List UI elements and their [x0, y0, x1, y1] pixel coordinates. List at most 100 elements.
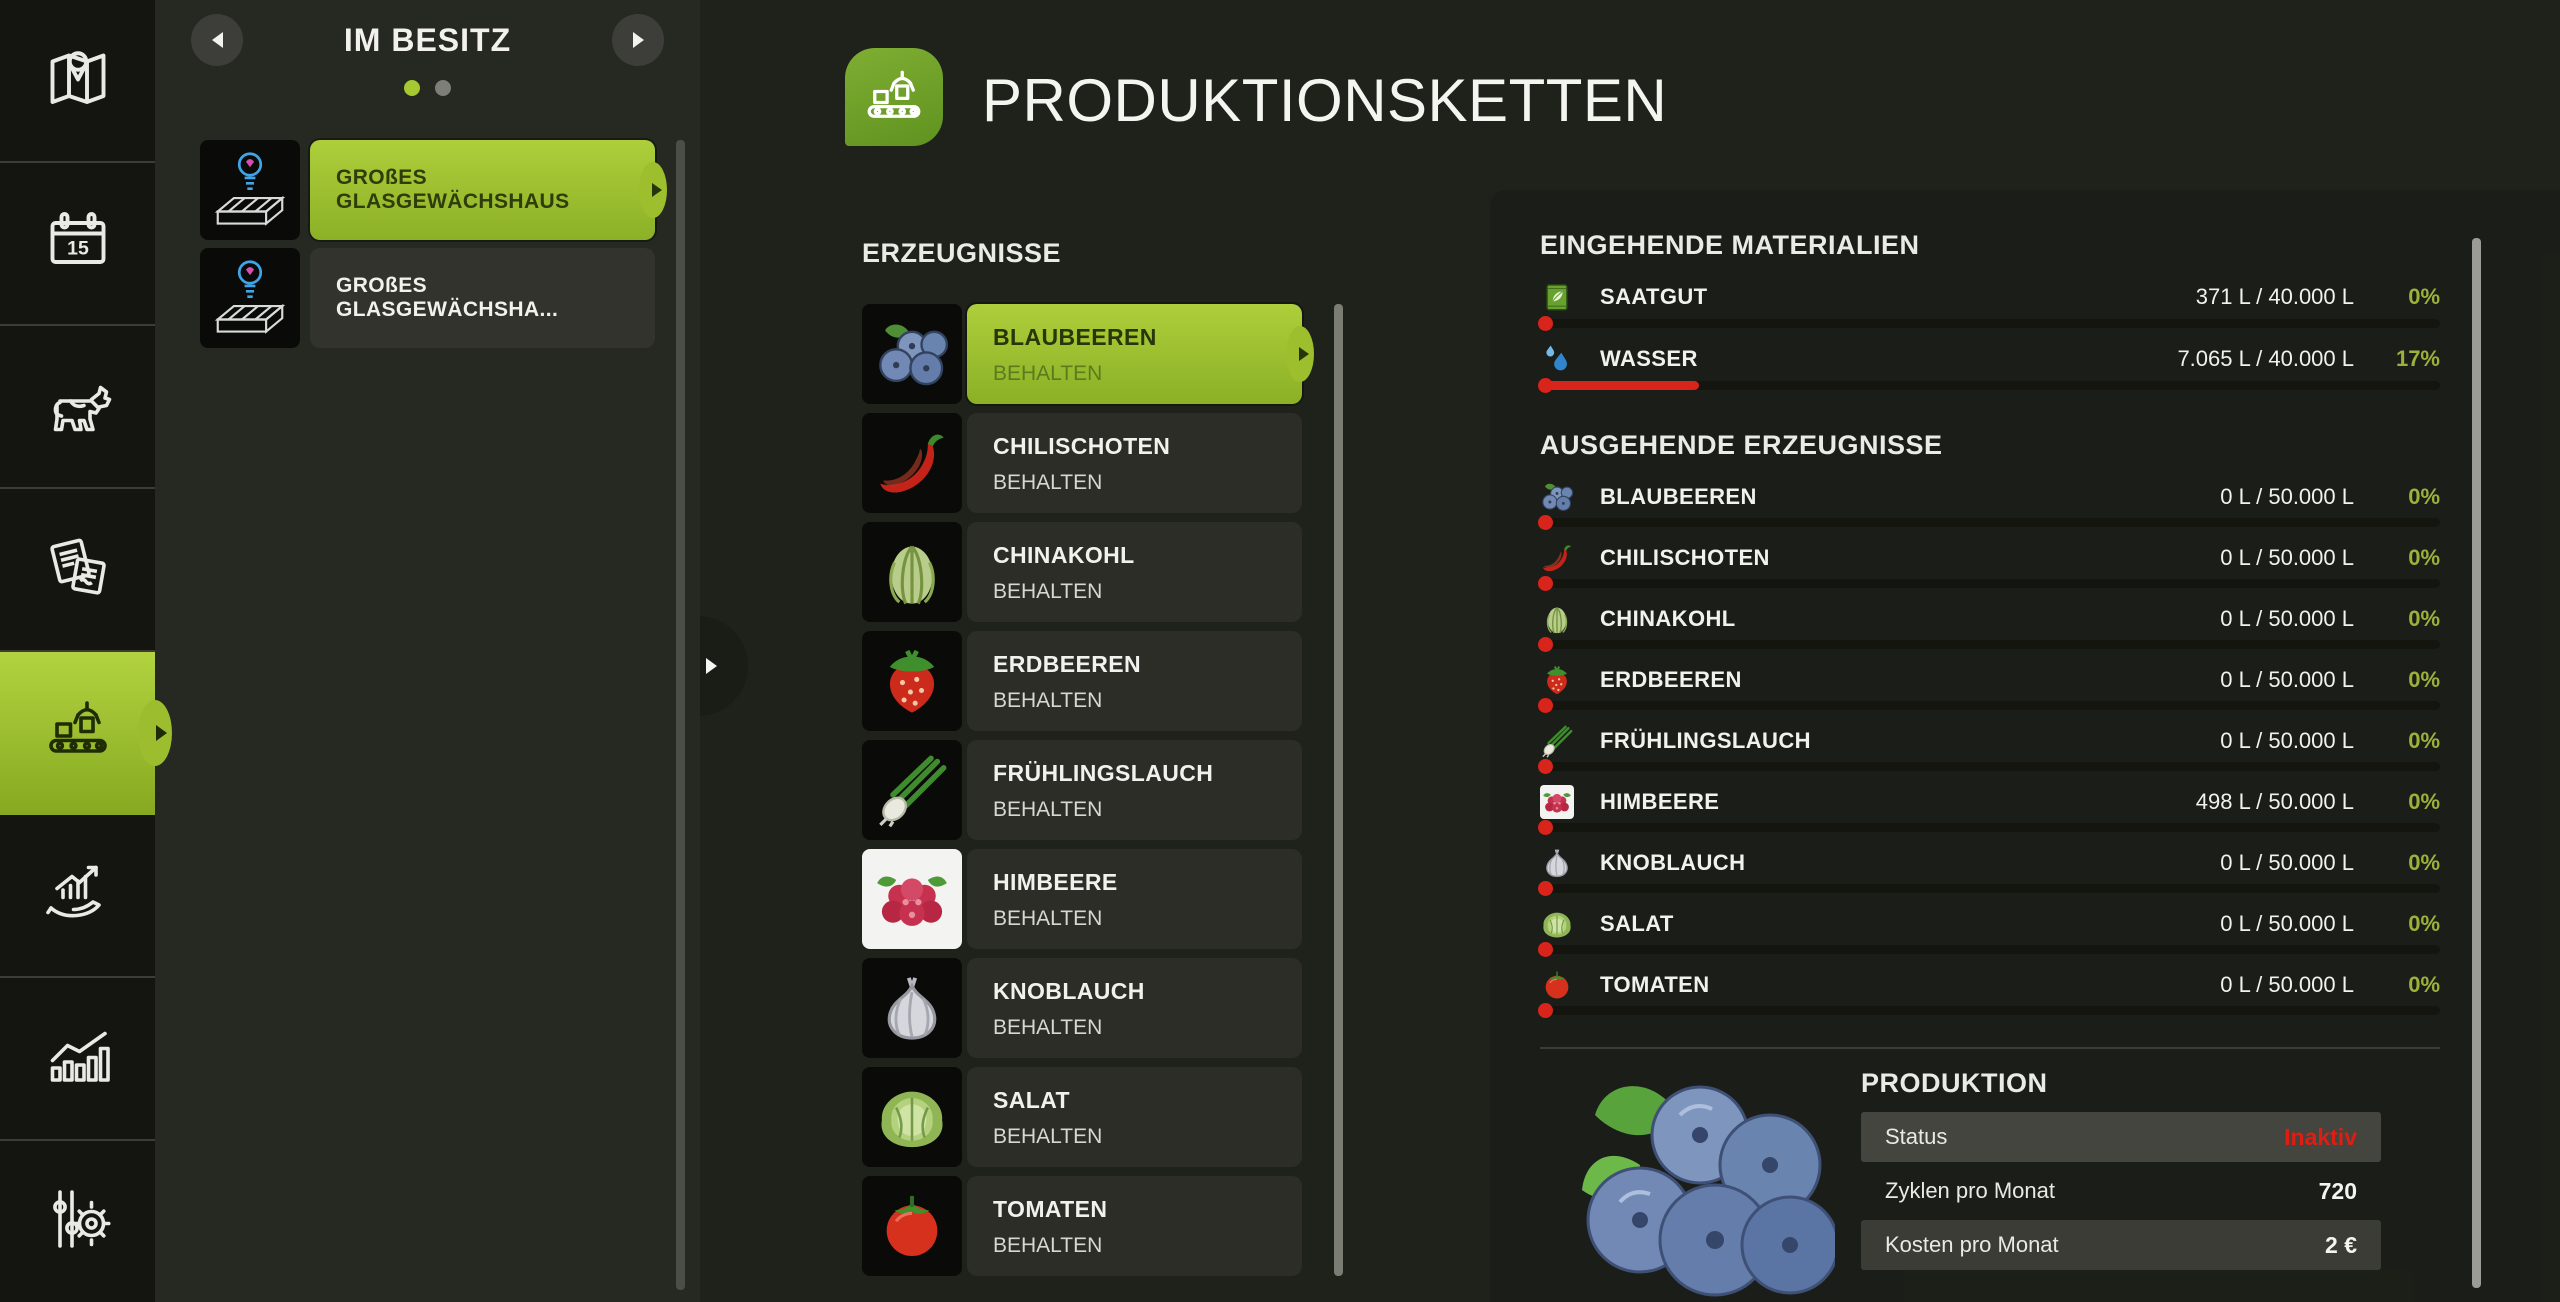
calendar-icon: [42, 205, 114, 282]
product-item-tomaten[interactable]: TOMATEN BEHALTEN: [862, 1176, 1302, 1276]
product-item-salat[interactable]: SALAT BEHALTEN: [862, 1067, 1302, 1167]
output-amount: 0 L / 50.000 L: [2220, 667, 2354, 692]
output-row-chinakohl: CHINAKOHL 0 L / 50.000 L 0%: [1538, 596, 2440, 657]
table-row-status: Status Inaktiv: [1861, 1112, 2381, 1162]
product-status: BEHALTEN: [993, 907, 1103, 930]
production-section-title: PRODUKTION: [1861, 1068, 2048, 1098]
blueberries-product-image: [1580, 1070, 1835, 1300]
product-item-fruehlingslauch[interactable]: FRÜHLINGSLAUCH BEHALTEN: [862, 740, 1302, 840]
output-percent: 0%: [2408, 911, 2440, 936]
row-label: Status: [1885, 1124, 1948, 1149]
nav-item-animals[interactable]: [0, 326, 155, 489]
selected-arrow-icon: [652, 183, 662, 197]
nav-item-map[interactable]: [0, 0, 155, 163]
nav-item-production[interactable]: [0, 652, 172, 815]
blueberries-icon: [862, 304, 962, 404]
nav-item-settings[interactable]: [0, 1141, 155, 1302]
output-percent: 0%: [2408, 667, 2440, 692]
product-list: BLAUBEEREN BEHALTEN CHILISCHOTEN BEHALTE…: [862, 304, 1314, 1285]
napa-cabbage-icon: [1540, 602, 1574, 636]
material-percent: 17%: [2395, 346, 2440, 371]
tomato-icon: [1540, 968, 1574, 1002]
product-item-himbeere[interactable]: HIMBEERE BEHALTEN: [862, 849, 1302, 949]
output-amount: 0 L / 50.000 L: [2220, 484, 2354, 509]
output-name: ERDBEEREN: [1600, 667, 1742, 692]
contracts-icon: [42, 531, 114, 608]
product-name: CHINAKOHL: [993, 542, 1135, 568]
blueberries-icon: [1540, 480, 1574, 514]
next-page-button[interactable]: [612, 14, 664, 66]
fill-level-bar: [1538, 881, 2440, 896]
output-name: SALAT: [1600, 911, 1674, 936]
owned-item-label: GROßES GLASGEWÄCHSHAUS: [336, 166, 570, 213]
owned-scrollbar[interactable]: [676, 140, 685, 1290]
page-dot[interactable]: [435, 80, 451, 96]
output-amount: 0 L / 50.000 L: [2220, 545, 2354, 570]
output-name: KNOBLAUCH: [1600, 850, 1746, 875]
product-item-erdbeeren[interactable]: ERDBEEREN BEHALTEN: [862, 631, 1302, 731]
owned-panel: IM BESITZ GROßES GLASGEWÄCHSHAUS GROßES …: [155, 0, 700, 1302]
output-amount: 0 L / 50.000 L: [2220, 911, 2354, 936]
production-icon: [42, 694, 114, 771]
spring-onion-icon: [862, 740, 962, 840]
spring-onion-icon: [1540, 724, 1574, 758]
row-value: 2 €: [2325, 1231, 2357, 1258]
fill-level-bar: [1538, 576, 2440, 591]
status-badge: Inaktiv: [2284, 1123, 2357, 1150]
product-name: ERDBEEREN: [993, 651, 1142, 677]
fill-level-bar: [1538, 637, 2440, 652]
strawberry-icon: [1540, 663, 1574, 697]
material-percent: 0%: [2408, 284, 2440, 309]
row-label: Zyklen pro Monat: [1885, 1178, 2055, 1203]
product-item-knoblauch[interactable]: KNOBLAUCH BEHALTEN: [862, 958, 1302, 1058]
material-name: SAATGUT: [1600, 284, 1708, 309]
products-section-title: ERZEUGNISSE: [862, 238, 1062, 268]
production-details-panel: EINGEHENDE MATERIALIEN SAATGUT 371 L / 4…: [1490, 190, 2560, 1302]
fill-level-bar: [1538, 942, 2440, 957]
product-item-blaubeeren[interactable]: BLAUBEEREN BEHALTEN: [862, 304, 1314, 404]
product-item-chinakohl[interactable]: CHINAKOHL BEHALTEN: [862, 522, 1302, 622]
output-row-salat: SALAT 0 L / 50.000 L 0%: [1538, 901, 2440, 962]
selected-arrow-icon: [1299, 347, 1309, 361]
product-status: BEHALTEN: [993, 1234, 1103, 1257]
material-name: WASSER: [1600, 346, 1698, 371]
owned-item-greenhouse-1[interactable]: GROßES GLASGEWÄCHSHAUS: [200, 140, 667, 240]
material-row-wasser: WASSER 7.065 L / 40.000 L 17%: [1538, 336, 2440, 398]
nav-item-calendar[interactable]: [0, 163, 155, 326]
expand-arrow-icon: [706, 658, 717, 674]
output-row-blaubeeren: BLAUBEEREN 0 L / 50.000 L 0%: [1538, 474, 2440, 535]
product-name: TOMATEN: [993, 1196, 1108, 1222]
row-value: 720: [2318, 1177, 2357, 1204]
outgoing-products-title: AUSGEHENDE ERZEUGNISSE: [1540, 430, 1943, 460]
products-scrollbar[interactable]: [1334, 304, 1343, 1276]
nav-item-contracts[interactable]: [0, 489, 155, 652]
output-row-chilischoten: CHILISCHOTEN 0 L / 50.000 L 0%: [1538, 535, 2440, 596]
page-dot-active[interactable]: [404, 80, 420, 96]
output-name: TOMATEN: [1600, 972, 1710, 997]
output-name: CHILISCHOTEN: [1600, 545, 1770, 570]
chili-icon: [1540, 541, 1574, 575]
product-name: BLAUBEEREN: [993, 324, 1157, 350]
incoming-materials-title: EINGEHENDE MATERIALIEN: [1540, 230, 1920, 260]
product-item-chilischoten[interactable]: CHILISCHOTEN BEHALTEN: [862, 413, 1302, 513]
nav-item-finances[interactable]: [0, 815, 155, 978]
page-title: PRODUKTIONSKETTEN: [982, 67, 1668, 134]
lettuce-icon: [862, 1067, 962, 1167]
prev-page-button[interactable]: [191, 14, 243, 66]
owned-item-greenhouse-2[interactable]: GROßES GLASGEWÄCHSHA...: [200, 248, 655, 348]
chevron-right-icon: [632, 32, 644, 48]
table-row-costs: Kosten pro Monat 2 €: [1861, 1220, 2381, 1270]
output-row-knoblauch: KNOBLAUCH 0 L / 50.000 L 0%: [1538, 840, 2440, 901]
table-row-cycles: Zyklen pro Monat 720: [1861, 1166, 2381, 1216]
details-scrollbar[interactable]: [2472, 238, 2481, 1288]
nav-item-statistics[interactable]: [0, 978, 155, 1141]
fill-level-bar: [1538, 515, 2440, 530]
map-icon: [42, 42, 114, 119]
chili-icon: [862, 413, 962, 513]
product-name: HIMBEERE: [993, 869, 1118, 895]
active-tab-arrow-icon: [156, 724, 167, 741]
output-row-tomaten: TOMATEN 0 L / 50.000 L 0%: [1538, 962, 2440, 1023]
napa-cabbage-icon: [862, 522, 962, 622]
output-percent: 0%: [2408, 789, 2440, 814]
product-status: BEHALTEN: [993, 1016, 1103, 1039]
